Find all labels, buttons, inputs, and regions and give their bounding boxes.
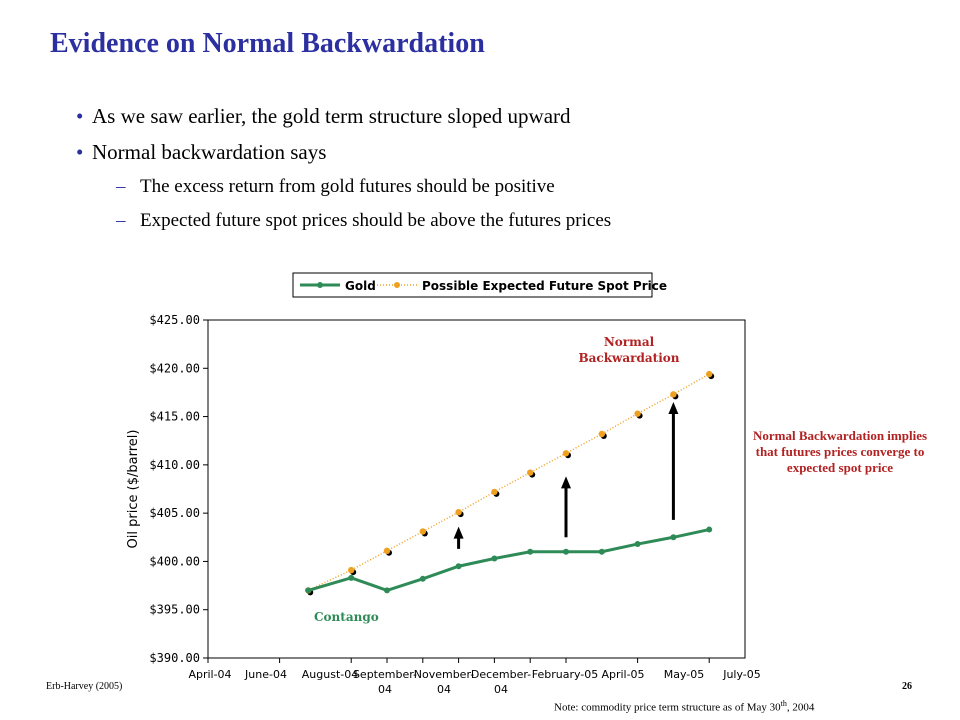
expected-spot-point <box>383 547 391 555</box>
legend-gold-label: Gold <box>345 279 376 293</box>
y-tick-label: $420.00 <box>149 361 200 375</box>
y-tick-label: $390.00 <box>149 651 200 665</box>
gold-point <box>527 548 534 555</box>
gold-point <box>598 548 605 555</box>
annotation-contango: Contango <box>314 610 379 624</box>
x-tick-label: 04 <box>378 683 392 696</box>
expected-spot-point <box>562 450 570 457</box>
gold-point <box>305 587 312 594</box>
y-tick-label: $405.00 <box>149 506 200 520</box>
x-tick-label: June-04 <box>244 668 287 681</box>
expected-spot-point <box>670 391 677 398</box>
gold-point <box>563 548 569 555</box>
x-tick-label: September- <box>353 668 417 681</box>
expected-spot-point <box>706 370 713 378</box>
legend-box <box>292 272 653 298</box>
expected-spot-point <box>455 508 462 516</box>
gold-point <box>634 541 641 548</box>
page-number: 26 <box>902 681 912 692</box>
plot-area <box>207 319 746 659</box>
gold-point <box>419 575 426 582</box>
y-tick-label: $410.00 <box>149 458 200 472</box>
x-tick-label: April-05 <box>601 668 644 681</box>
x-tick-label: July-05 <box>722 668 761 681</box>
gold-point <box>348 574 355 581</box>
footnote-text: Note: commodity price term structure as … <box>554 701 781 714</box>
footnote-tail: , 2004 <box>786 701 815 714</box>
arrow-head <box>453 526 464 539</box>
x-tick-label: August-04 <box>302 668 358 681</box>
gold-point <box>491 555 498 562</box>
arrow-head <box>561 476 571 489</box>
y-axis-label: Oil price ($/barrel) <box>126 430 141 549</box>
slide-title: Evidence on Normal Backwardation <box>50 28 485 59</box>
side-note: Normal Backwardation implies that future… <box>752 428 928 475</box>
bullet-item: As we saw earlier, the gold term structu… <box>76 104 611 128</box>
x-tick-label: February-05 <box>532 668 599 681</box>
expected-spot-point <box>419 528 426 535</box>
sub-bullet-item: Expected future spot prices should be ab… <box>76 210 611 232</box>
arrow-head <box>668 402 679 415</box>
x-tick-label: November- <box>414 668 475 681</box>
sub-bullet-item: The excess return from gold futures shou… <box>76 176 611 198</box>
y-tick-label: $415.00 <box>149 410 200 424</box>
expected-spot-point <box>598 430 605 438</box>
series-line-gold <box>307 528 710 592</box>
footer-source: Erb-Harvey (2005) <box>46 681 123 692</box>
expected-spot-point <box>491 488 498 496</box>
legend-spot-marker <box>394 282 400 288</box>
y-tick-label: $400.00 <box>149 554 200 568</box>
series-line-expected-spot <box>307 373 710 592</box>
x-tick-label: 04 <box>437 683 451 696</box>
bullet-list: As we saw earlier, the gold term structu… <box>76 104 611 244</box>
gold-point <box>455 563 462 570</box>
expected-spot-point <box>348 566 355 574</box>
x-tick-label: May-05 <box>664 668 705 681</box>
bullet-item: Normal backwardation says <box>76 140 611 164</box>
gold-point <box>670 534 677 541</box>
footnote: Note: commodity price term structure as … <box>554 699 814 714</box>
legend-gold-marker <box>317 282 323 288</box>
x-tick-label: December- <box>471 668 531 681</box>
expected-spot-point <box>527 469 534 476</box>
gold-point <box>384 587 390 594</box>
gold-point <box>706 526 713 533</box>
y-tick-label: $395.00 <box>149 603 200 617</box>
annotation-normal: Normal <box>604 335 655 349</box>
x-tick-label: 04 <box>494 683 508 696</box>
footnote-superscript: th <box>780 699 787 708</box>
annotation-backwardation: Backwardation <box>579 351 680 365</box>
x-tick-label: April-04 <box>188 668 231 681</box>
expected-spot-point <box>634 410 641 417</box>
legend-spot-label: Possible Expected Future Spot Price <box>422 279 667 293</box>
y-tick-label: $425.00 <box>149 313 200 327</box>
